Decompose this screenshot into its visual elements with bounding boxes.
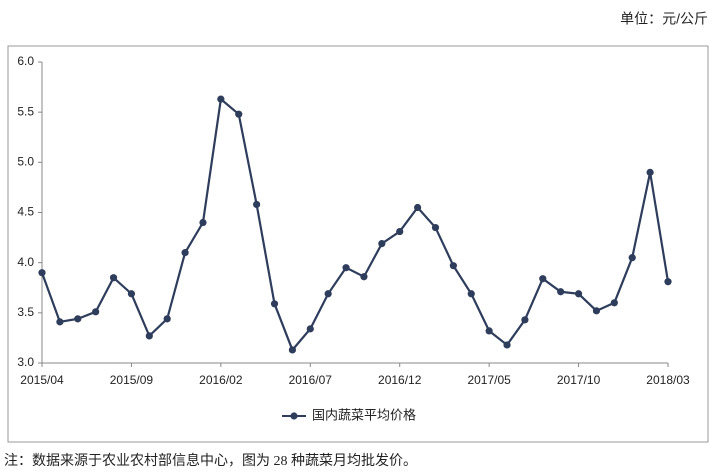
- x-tick-label: 2018/03: [646, 373, 690, 387]
- data-point: [574, 290, 583, 298]
- data-point: [539, 275, 547, 283]
- data-point: [324, 290, 332, 298]
- data-point: [360, 273, 368, 281]
- chart-frame: [7, 45, 709, 443]
- data-point: [56, 318, 64, 326]
- y-tick-label: 5.5: [17, 104, 34, 118]
- data-point: [92, 308, 100, 316]
- data-point: [414, 203, 422, 212]
- data-point: [288, 346, 296, 354]
- data-point: [306, 325, 314, 333]
- data-point: [521, 316, 529, 324]
- data-point: [557, 288, 565, 296]
- x-tick-label: 2016/07: [289, 373, 333, 387]
- y-tick-label: 3.0: [17, 355, 34, 369]
- footnote: 注：数据来源于农业农村部信息中心，图为 28 种蔬菜月均批发价。: [4, 452, 417, 469]
- x-tick-label: 2016/12: [378, 373, 422, 387]
- data-point: [503, 341, 511, 349]
- y-tick-label: 4.0: [17, 255, 34, 269]
- data-point: [396, 227, 404, 236]
- data-point: [342, 264, 350, 272]
- data-point: [592, 307, 601, 315]
- unit-note: 单位：元/公斤: [620, 11, 708, 27]
- data-point: [145, 332, 153, 340]
- data-point: [467, 290, 475, 298]
- data-point: [378, 240, 386, 248]
- data-point: [253, 200, 261, 209]
- y-tick-label: 3.5: [17, 305, 34, 319]
- data-point: [485, 327, 493, 335]
- legend-marker: [290, 412, 298, 420]
- data-point: [163, 315, 171, 323]
- data-point: [628, 254, 636, 262]
- data-point: [610, 299, 618, 307]
- y-tick-label: 5.0: [17, 155, 34, 169]
- legend-label: 国内蔬菜平均价格: [312, 407, 416, 422]
- data-point: [217, 95, 225, 103]
- series-line: [40, 97, 670, 353]
- x-tick-label: 2015/09: [110, 373, 154, 387]
- data-point: [181, 249, 189, 257]
- y-tick-label: 6.0: [17, 54, 34, 68]
- data-point: [38, 269, 46, 277]
- data-point: [235, 110, 243, 118]
- data-point: [664, 278, 672, 286]
- data-point: [646, 168, 654, 176]
- data-point: [431, 223, 440, 232]
- x-tick-label: 2017/05: [467, 373, 511, 387]
- x-tick-label: 2016/02: [199, 373, 243, 387]
- y-tick-label: 4.5: [17, 205, 34, 219]
- data-point: [127, 290, 136, 298]
- x-tick-label: 2017/10: [557, 373, 601, 387]
- data-point: [109, 274, 118, 282]
- data-point: [74, 315, 82, 323]
- x-tick-label: 2015/04: [20, 373, 64, 387]
- data-point: [270, 300, 279, 308]
- data-point: [449, 262, 457, 270]
- data-point: [199, 218, 207, 227]
